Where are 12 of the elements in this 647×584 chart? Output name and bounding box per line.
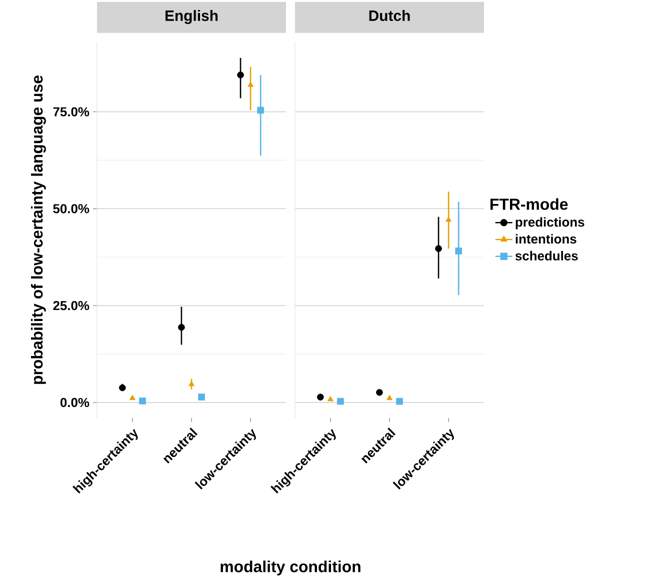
chart-title: English xyxy=(166,10,218,24)
y-tick-label: 50.0% xyxy=(53,204,90,214)
y-tick-label: 25.0% xyxy=(53,301,90,310)
legend-label: schedules xyxy=(515,250,578,260)
legend-label: predictions xyxy=(516,217,584,230)
y-axis-title: probability of low-certainty language use xyxy=(30,76,46,384)
y-tick-label: 0.0% xyxy=(60,398,90,408)
legend-title: FTR-mode xyxy=(490,198,568,210)
legend-label: intentions xyxy=(516,234,576,244)
y-tick-label: 75.0% xyxy=(53,107,90,116)
x-axis-title: modality condition xyxy=(220,560,360,576)
chart-title: Dutch xyxy=(369,10,410,21)
